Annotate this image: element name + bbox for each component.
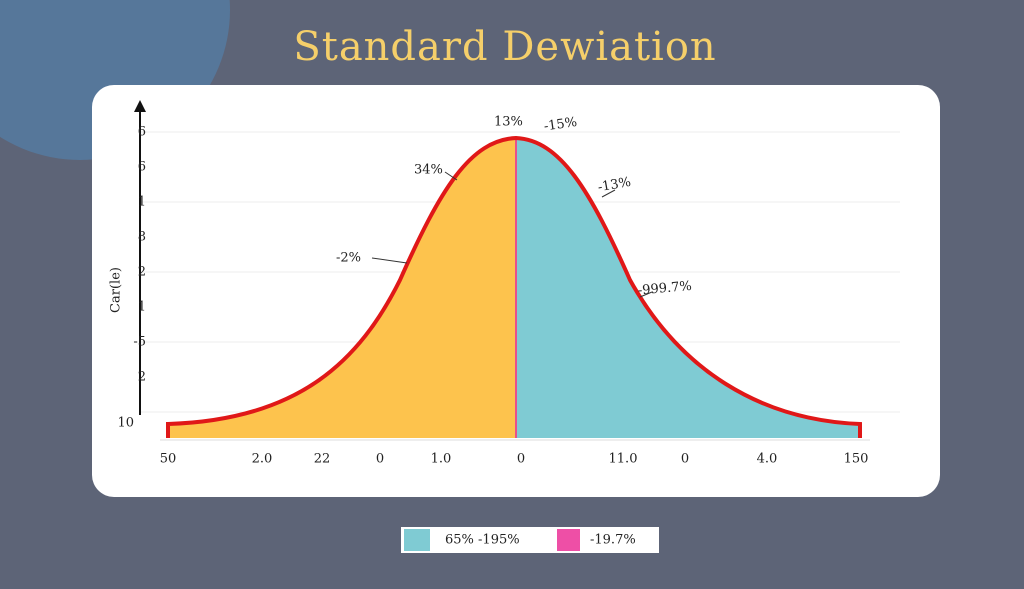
x-tick-label: 0 (681, 452, 689, 467)
legend (401, 527, 659, 553)
title: Standard Dewiation (293, 24, 716, 70)
y-axis-label: Car(le) (109, 267, 124, 313)
x-tick-label: 150 (844, 452, 869, 467)
y-tick-label: 2 (138, 370, 146, 385)
x-tick-label: 1.0 (431, 452, 452, 467)
y-tick-label: 10 (117, 416, 134, 431)
legend-label: 65% -195% (445, 533, 520, 548)
x-tick-label: 4.0 (757, 452, 778, 467)
annotation: -13% (597, 175, 632, 196)
y-tick-label: 8 (138, 230, 146, 245)
legend-swatch (557, 529, 580, 551)
x-tick-label: 0 (517, 452, 525, 467)
y-tick-label: 6 (138, 160, 146, 175)
y-tick-label: 2 (138, 265, 146, 280)
x-tick-label: 0 (376, 452, 384, 467)
y-tick-label: 1 (138, 195, 146, 210)
left-area (168, 138, 516, 438)
y-arrow (134, 100, 146, 112)
curve (166, 135, 862, 438)
annotation: 34% (414, 163, 443, 178)
legend-label: -19.7% (590, 533, 636, 548)
annotation: -999.7% (637, 279, 692, 299)
leaders (371, 171, 653, 298)
legend-swatch (404, 529, 430, 551)
x-tick-label: 11.0 (609, 452, 638, 467)
x-tick-label: 22 (314, 452, 331, 467)
y-tick-label: 1 (138, 300, 146, 315)
annotation: 13% (494, 115, 523, 130)
y-tick-label: -5 (133, 335, 146, 350)
x-tick-label: 2.0 (252, 452, 273, 467)
x-tick-label: 50 (160, 452, 177, 467)
right-area (516, 138, 860, 438)
annotation: -2% (336, 251, 361, 266)
y-tick-label: 6 (138, 125, 146, 140)
annotation: -15% (543, 115, 578, 134)
